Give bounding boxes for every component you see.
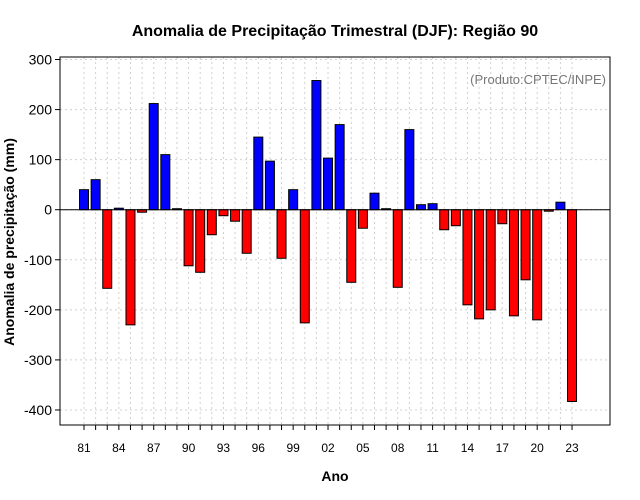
x-tick-label: 05	[356, 441, 370, 455]
x-tick-label: 81	[77, 441, 91, 455]
x-tick-label: 11	[426, 441, 439, 455]
bar-2012	[439, 209, 450, 231]
bar-2014	[462, 209, 473, 306]
bar-2017	[497, 209, 508, 225]
bar-1995	[241, 209, 252, 254]
x-tick-label: 20	[531, 441, 545, 455]
x-tick-label: 87	[147, 441, 161, 455]
y-tick-label: 300	[29, 52, 53, 68]
plot-frame	[59, 56, 611, 426]
bar-1992	[206, 209, 217, 236]
bar-2020	[532, 209, 543, 321]
bar-2011	[427, 203, 438, 211]
y-tick-label: -100	[24, 252, 52, 268]
bar-2001	[311, 80, 322, 211]
credit-annotation: (Produto:CPTEC/INPE)	[470, 72, 606, 87]
bar-2015	[474, 209, 485, 320]
x-tick-label: 99	[286, 441, 300, 455]
bar-1998	[276, 209, 287, 259]
chart-title: Anomalia de Precipitação Trimestral (DJF…	[132, 23, 538, 40]
bar-2010	[415, 204, 426, 211]
bar-2009	[404, 129, 415, 211]
y-tick-label: 200	[29, 102, 53, 118]
bar-1988	[160, 154, 171, 211]
x-axis: 81 84 87 90 93 96 99 02 05 08 11 14 17 20 23	[77, 425, 579, 455]
bar-1994	[230, 209, 241, 222]
bars	[79, 80, 578, 402]
bar-1983	[102, 209, 113, 289]
y-tick-label: -200	[24, 302, 52, 318]
y-tick-label: 100	[29, 152, 53, 168]
bar-2000	[299, 209, 310, 324]
x-tick-label: 08	[391, 441, 405, 455]
y-tick-label: 0	[44, 202, 52, 218]
bar-2018	[508, 209, 519, 317]
bar-1987	[148, 103, 159, 211]
bar-2013	[450, 209, 461, 227]
x-tick-label: 17	[496, 441, 510, 455]
bar-1999	[288, 189, 299, 211]
x-tick-label: 23	[565, 441, 579, 455]
bar-1990	[183, 209, 194, 267]
x-tick-label: 02	[321, 441, 335, 455]
x-axis-label: Ano	[321, 468, 348, 484]
bar-1981	[79, 189, 89, 211]
y-tick-label: -300	[24, 352, 52, 368]
bar-2019	[520, 209, 531, 281]
bar-1993	[218, 209, 229, 217]
bar-1982	[90, 179, 101, 211]
y-tick-label: -400	[24, 402, 52, 418]
x-tick-label: 96	[252, 441, 266, 455]
bar-1991	[195, 209, 206, 273]
bar-2022	[555, 201, 566, 211]
bar-2023	[567, 209, 578, 402]
bar-1997	[264, 160, 275, 211]
x-tick-label: 14	[461, 441, 475, 455]
bar-2008	[392, 209, 403, 288]
bar-1996	[253, 136, 264, 211]
bar-2002	[323, 157, 334, 211]
bar-2004	[346, 209, 357, 283]
bar-2005	[357, 209, 368, 229]
x-tick-label: 90	[182, 441, 196, 455]
x-tick-label: 84	[112, 441, 126, 455]
bar-1985	[125, 209, 136, 326]
y-axis-label: Anomalia de precipitação (mm)	[1, 138, 17, 346]
bar-2006	[369, 192, 380, 211]
x-tick-label: 93	[217, 441, 231, 455]
y-axis: 300 200 100 0 -100 -200 -300 -400	[24, 52, 60, 418]
bar-2016	[485, 209, 496, 311]
bar-2003	[334, 124, 345, 211]
